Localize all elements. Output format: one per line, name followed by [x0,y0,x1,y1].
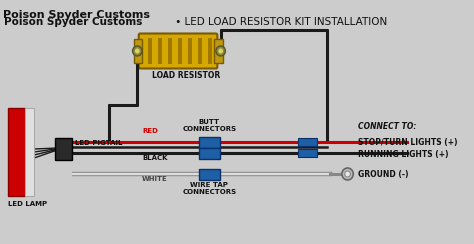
Bar [178,38,182,64]
Text: STOP/TURN LIGHTS (+): STOP/TURN LIGHTS (+) [358,139,457,148]
Text: Poison Spyder Customs: Poison Spyder Customs [4,17,142,27]
Text: GROUND (-): GROUND (-) [358,171,409,180]
Bar [55,138,72,160]
Bar [25,108,34,196]
Bar [298,149,317,157]
Bar [199,169,220,180]
Bar [198,38,202,64]
Circle shape [342,168,353,180]
Circle shape [219,49,223,53]
Bar [199,148,220,159]
Bar [214,39,223,63]
Text: CONNECT TO:: CONNECT TO: [358,122,416,131]
Text: LED LAMP: LED LAMP [8,201,47,207]
Bar [134,39,142,63]
Text: • LED LOAD RESISTOR KIT INSTALLATION: • LED LOAD RESISTOR KIT INSTALLATION [172,17,387,27]
Circle shape [216,46,226,56]
Text: RED: RED [142,128,158,134]
Text: LOAD RESISTOR: LOAD RESISTOR [152,71,220,80]
Bar [188,38,192,64]
Bar [298,138,317,146]
Text: WHITE: WHITE [142,176,168,182]
Bar [209,38,212,64]
Circle shape [135,49,140,53]
Text: LED PIGTAIL: LED PIGTAIL [75,140,122,146]
Bar [148,38,152,64]
Bar [168,38,172,64]
Text: Poison Spyder Customs: Poison Spyder Customs [3,10,150,20]
FancyBboxPatch shape [139,33,218,69]
Bar [199,137,220,148]
Text: BLACK: BLACK [142,155,167,161]
Text: WIRE TAP
CONNECTORS: WIRE TAP CONNECTORS [182,182,237,195]
Circle shape [133,46,142,56]
Circle shape [345,171,350,177]
Text: RUNNING LIGHTS (+): RUNNING LIGHTS (+) [358,150,448,159]
Bar [158,38,162,64]
Text: BUTT
CONNECTORS: BUTT CONNECTORS [182,119,237,132]
Bar [8,108,25,196]
